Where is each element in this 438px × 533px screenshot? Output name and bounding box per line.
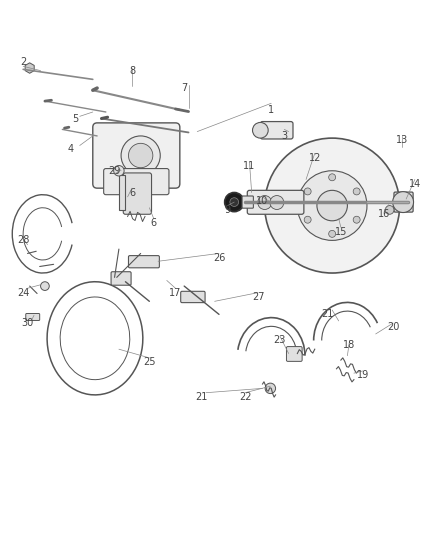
Text: 17: 17 bbox=[170, 288, 182, 297]
Circle shape bbox=[230, 198, 239, 206]
Circle shape bbox=[253, 123, 268, 138]
Text: 8: 8 bbox=[129, 66, 135, 76]
Text: 1: 1 bbox=[268, 105, 274, 115]
Circle shape bbox=[353, 188, 360, 195]
Circle shape bbox=[225, 192, 244, 212]
Circle shape bbox=[114, 166, 124, 176]
Text: 6: 6 bbox=[151, 218, 157, 228]
Text: 18: 18 bbox=[343, 340, 356, 350]
Circle shape bbox=[265, 383, 276, 393]
FancyBboxPatch shape bbox=[111, 272, 131, 285]
Text: 25: 25 bbox=[143, 357, 155, 367]
Circle shape bbox=[41, 282, 49, 290]
Circle shape bbox=[304, 216, 311, 223]
Text: 9: 9 bbox=[225, 205, 231, 215]
Text: 11: 11 bbox=[244, 161, 256, 172]
Circle shape bbox=[297, 171, 367, 240]
Text: 6: 6 bbox=[129, 188, 135, 198]
FancyBboxPatch shape bbox=[286, 346, 302, 361]
Text: 27: 27 bbox=[252, 292, 265, 302]
Text: 23: 23 bbox=[274, 335, 286, 345]
Text: 24: 24 bbox=[17, 288, 29, 297]
Text: 14: 14 bbox=[409, 179, 421, 189]
FancyBboxPatch shape bbox=[181, 292, 205, 303]
Circle shape bbox=[317, 190, 347, 221]
Text: 28: 28 bbox=[17, 236, 29, 245]
Text: 15: 15 bbox=[335, 227, 347, 237]
Text: 4: 4 bbox=[68, 144, 74, 154]
Text: 20: 20 bbox=[387, 322, 399, 333]
Circle shape bbox=[128, 143, 153, 168]
Text: 2: 2 bbox=[20, 57, 26, 67]
Text: 21: 21 bbox=[321, 309, 334, 319]
Text: 30: 30 bbox=[21, 318, 34, 328]
Circle shape bbox=[258, 196, 272, 209]
Circle shape bbox=[392, 192, 413, 213]
Text: 5: 5 bbox=[72, 114, 78, 124]
Text: 3: 3 bbox=[281, 131, 287, 141]
Circle shape bbox=[353, 216, 360, 223]
FancyBboxPatch shape bbox=[247, 190, 304, 214]
FancyBboxPatch shape bbox=[104, 168, 169, 195]
Circle shape bbox=[304, 188, 311, 195]
Text: 7: 7 bbox=[181, 83, 187, 93]
FancyBboxPatch shape bbox=[26, 313, 40, 320]
Text: 16: 16 bbox=[378, 209, 391, 219]
FancyBboxPatch shape bbox=[260, 122, 293, 139]
Circle shape bbox=[328, 174, 336, 181]
Text: 29: 29 bbox=[108, 166, 121, 176]
Polygon shape bbox=[119, 175, 125, 210]
FancyBboxPatch shape bbox=[242, 196, 253, 208]
Text: 10: 10 bbox=[256, 196, 268, 206]
FancyBboxPatch shape bbox=[394, 192, 413, 212]
FancyBboxPatch shape bbox=[123, 173, 152, 214]
Circle shape bbox=[328, 230, 336, 237]
Circle shape bbox=[265, 138, 399, 273]
Text: 22: 22 bbox=[239, 392, 251, 402]
Text: 19: 19 bbox=[357, 370, 369, 381]
FancyBboxPatch shape bbox=[128, 256, 159, 268]
Text: 13: 13 bbox=[396, 135, 408, 146]
FancyBboxPatch shape bbox=[93, 123, 180, 188]
Circle shape bbox=[385, 206, 394, 214]
Circle shape bbox=[270, 196, 284, 209]
Circle shape bbox=[121, 136, 160, 175]
Text: 12: 12 bbox=[308, 152, 321, 163]
Text: 26: 26 bbox=[213, 253, 225, 263]
Text: 21: 21 bbox=[195, 392, 208, 402]
